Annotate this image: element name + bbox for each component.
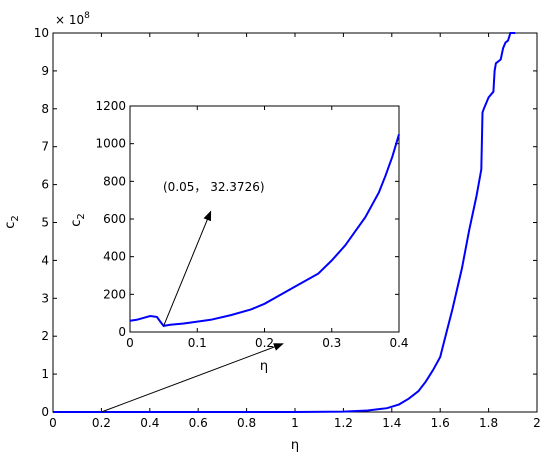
main-y-tick-label: 4 <box>41 253 49 267</box>
inset-y-tick-label: 400 <box>103 250 126 264</box>
inset-y-axis-label: c2 <box>69 213 87 227</box>
inset-y-tick-label: 200 <box>103 287 126 301</box>
main-y-multiplier: × 108 <box>55 11 90 27</box>
inset-x-axis-label: η <box>260 359 268 374</box>
inset-y-tick-label: 1000 <box>95 137 126 151</box>
main-x-tick-label: 0.6 <box>189 416 208 430</box>
main-y-axis-label: c2 <box>3 215 21 229</box>
main-x-tick-label: 2 <box>533 416 541 430</box>
inset-x-tick-label: 0.4 <box>389 336 408 350</box>
main-x-tick-label: 0.2 <box>92 416 111 430</box>
main-x-tick-label: 1.8 <box>479 416 498 430</box>
inset-x-tick-label: 0.3 <box>322 336 341 350</box>
main-y-tick-label: 0 <box>41 405 49 419</box>
inset-x-tick-label: 0 <box>126 336 134 350</box>
main-y-tick-label: 3 <box>41 291 49 305</box>
main-annotation-arrow <box>101 343 284 413</box>
inset-x-tick-label: 0.1 <box>188 336 207 350</box>
inset-y-axis-label-main: c <box>69 220 84 227</box>
main-y-tick-label: 8 <box>41 102 49 116</box>
inset-y-tick-label: 600 <box>103 212 126 226</box>
inset-annotation-arrow <box>163 210 212 327</box>
main-x-tick-label: 0.4 <box>140 416 159 430</box>
main-x-tick-label: 1.6 <box>431 416 450 430</box>
inset-y-axis-label-sub: 2 <box>76 213 87 219</box>
main-y-multiplier-exp: 8 <box>84 11 90 21</box>
inset-series-line <box>129 134 400 327</box>
svg-text:c2: c2 <box>3 215 21 229</box>
main-y-multiplier-base: × 10 <box>55 13 84 27</box>
main-y-tick-label: 2 <box>41 329 49 343</box>
main-y-tick-label: 1 <box>41 367 49 381</box>
main-y-tick-label: 9 <box>41 64 49 78</box>
main-y-axis-label-main: c <box>3 222 18 229</box>
inset-y-tick-label: 800 <box>103 174 126 188</box>
inset-x-tick-label: 0.2 <box>255 336 274 350</box>
main-x-tick-label: 0.8 <box>237 416 256 430</box>
inset-y-tick-label: 1200 <box>95 99 126 113</box>
main-x-tick-label: 1.4 <box>382 416 401 430</box>
main-y-tick-label: 10 <box>34 26 49 40</box>
main-y-tick-label: 6 <box>41 178 49 192</box>
main-x-tick-label: 1.2 <box>334 416 353 430</box>
main-y-tick-label: 7 <box>41 140 49 154</box>
main-x-tick-label: 1 <box>291 416 299 430</box>
inset-annotation-label: (0.05， 32.3726) <box>163 180 265 194</box>
main-series-line <box>53 32 516 413</box>
svg-text:c2: c2 <box>69 213 87 227</box>
main-x-axis-label: η <box>291 438 299 453</box>
main-y-tick-label: 5 <box>41 216 49 230</box>
main-y-axis-label-sub: 2 <box>10 215 21 221</box>
main-x-tick-label: 0 <box>49 416 57 430</box>
inset-plot-frame <box>129 105 400 333</box>
inset-y-tick-label: 0 <box>118 325 126 339</box>
